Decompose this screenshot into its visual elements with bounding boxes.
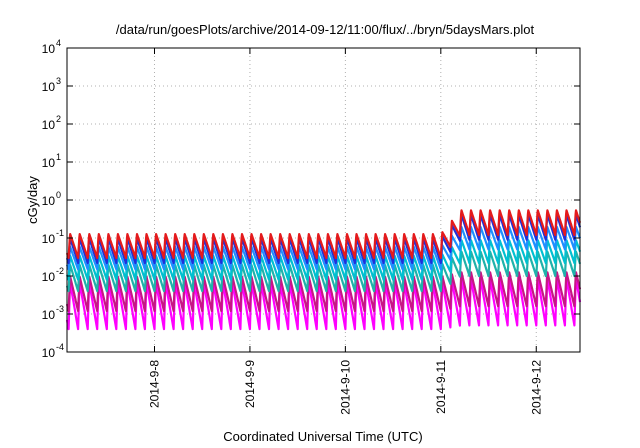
y-tick-label: 10 — [42, 156, 56, 170]
y-tick-label: 10 — [42, 80, 56, 94]
y-tick-exponent: 0 — [56, 190, 61, 200]
y-tick-exponent: 4 — [56, 38, 61, 48]
series-line — [65, 209, 582, 259]
x-tick-label: 2014-9-10 — [338, 360, 352, 415]
series-line — [65, 239, 582, 281]
y-tick-label: 10 — [42, 42, 56, 56]
x-tick-label: 2014-9-11 — [434, 360, 448, 414]
x-tick-label: 2014-9-8 — [147, 360, 161, 408]
y-tick-label: 10 — [42, 346, 56, 360]
y-tick-exponent: 1 — [56, 152, 61, 162]
y-axis-label: cGy/day — [25, 176, 40, 224]
y-tick-exponent: -4 — [56, 342, 64, 352]
series-layer — [65, 209, 582, 331]
y-tick-label: 10 — [42, 118, 56, 132]
y-tick-exponent: 3 — [56, 76, 61, 86]
x-tick-label: 2014-9-9 — [243, 360, 257, 408]
y-tick-exponent: 2 — [56, 114, 61, 124]
x-axis-label: Coordinated Universal Time (UTC) — [223, 429, 422, 444]
series-line — [65, 213, 582, 265]
series-line — [65, 271, 582, 313]
y-tick-label: 10 — [42, 194, 56, 208]
chart-title: /data/run/goesPlots/archive/2014-09-12/1… — [116, 22, 535, 37]
y-tick-label: 10 — [42, 308, 56, 322]
y-tick-label: 10 — [42, 270, 56, 284]
y-tick-exponent: -2 — [56, 266, 64, 276]
series-line — [65, 250, 582, 293]
y-tick-exponent: -1 — [56, 228, 64, 238]
series-line — [65, 277, 582, 331]
y-tick-label: 10 — [42, 232, 56, 246]
y-tick-exponent: -3 — [56, 304, 64, 314]
series-line — [65, 225, 582, 271]
x-tick-label: 2014-9-12 — [529, 360, 543, 415]
